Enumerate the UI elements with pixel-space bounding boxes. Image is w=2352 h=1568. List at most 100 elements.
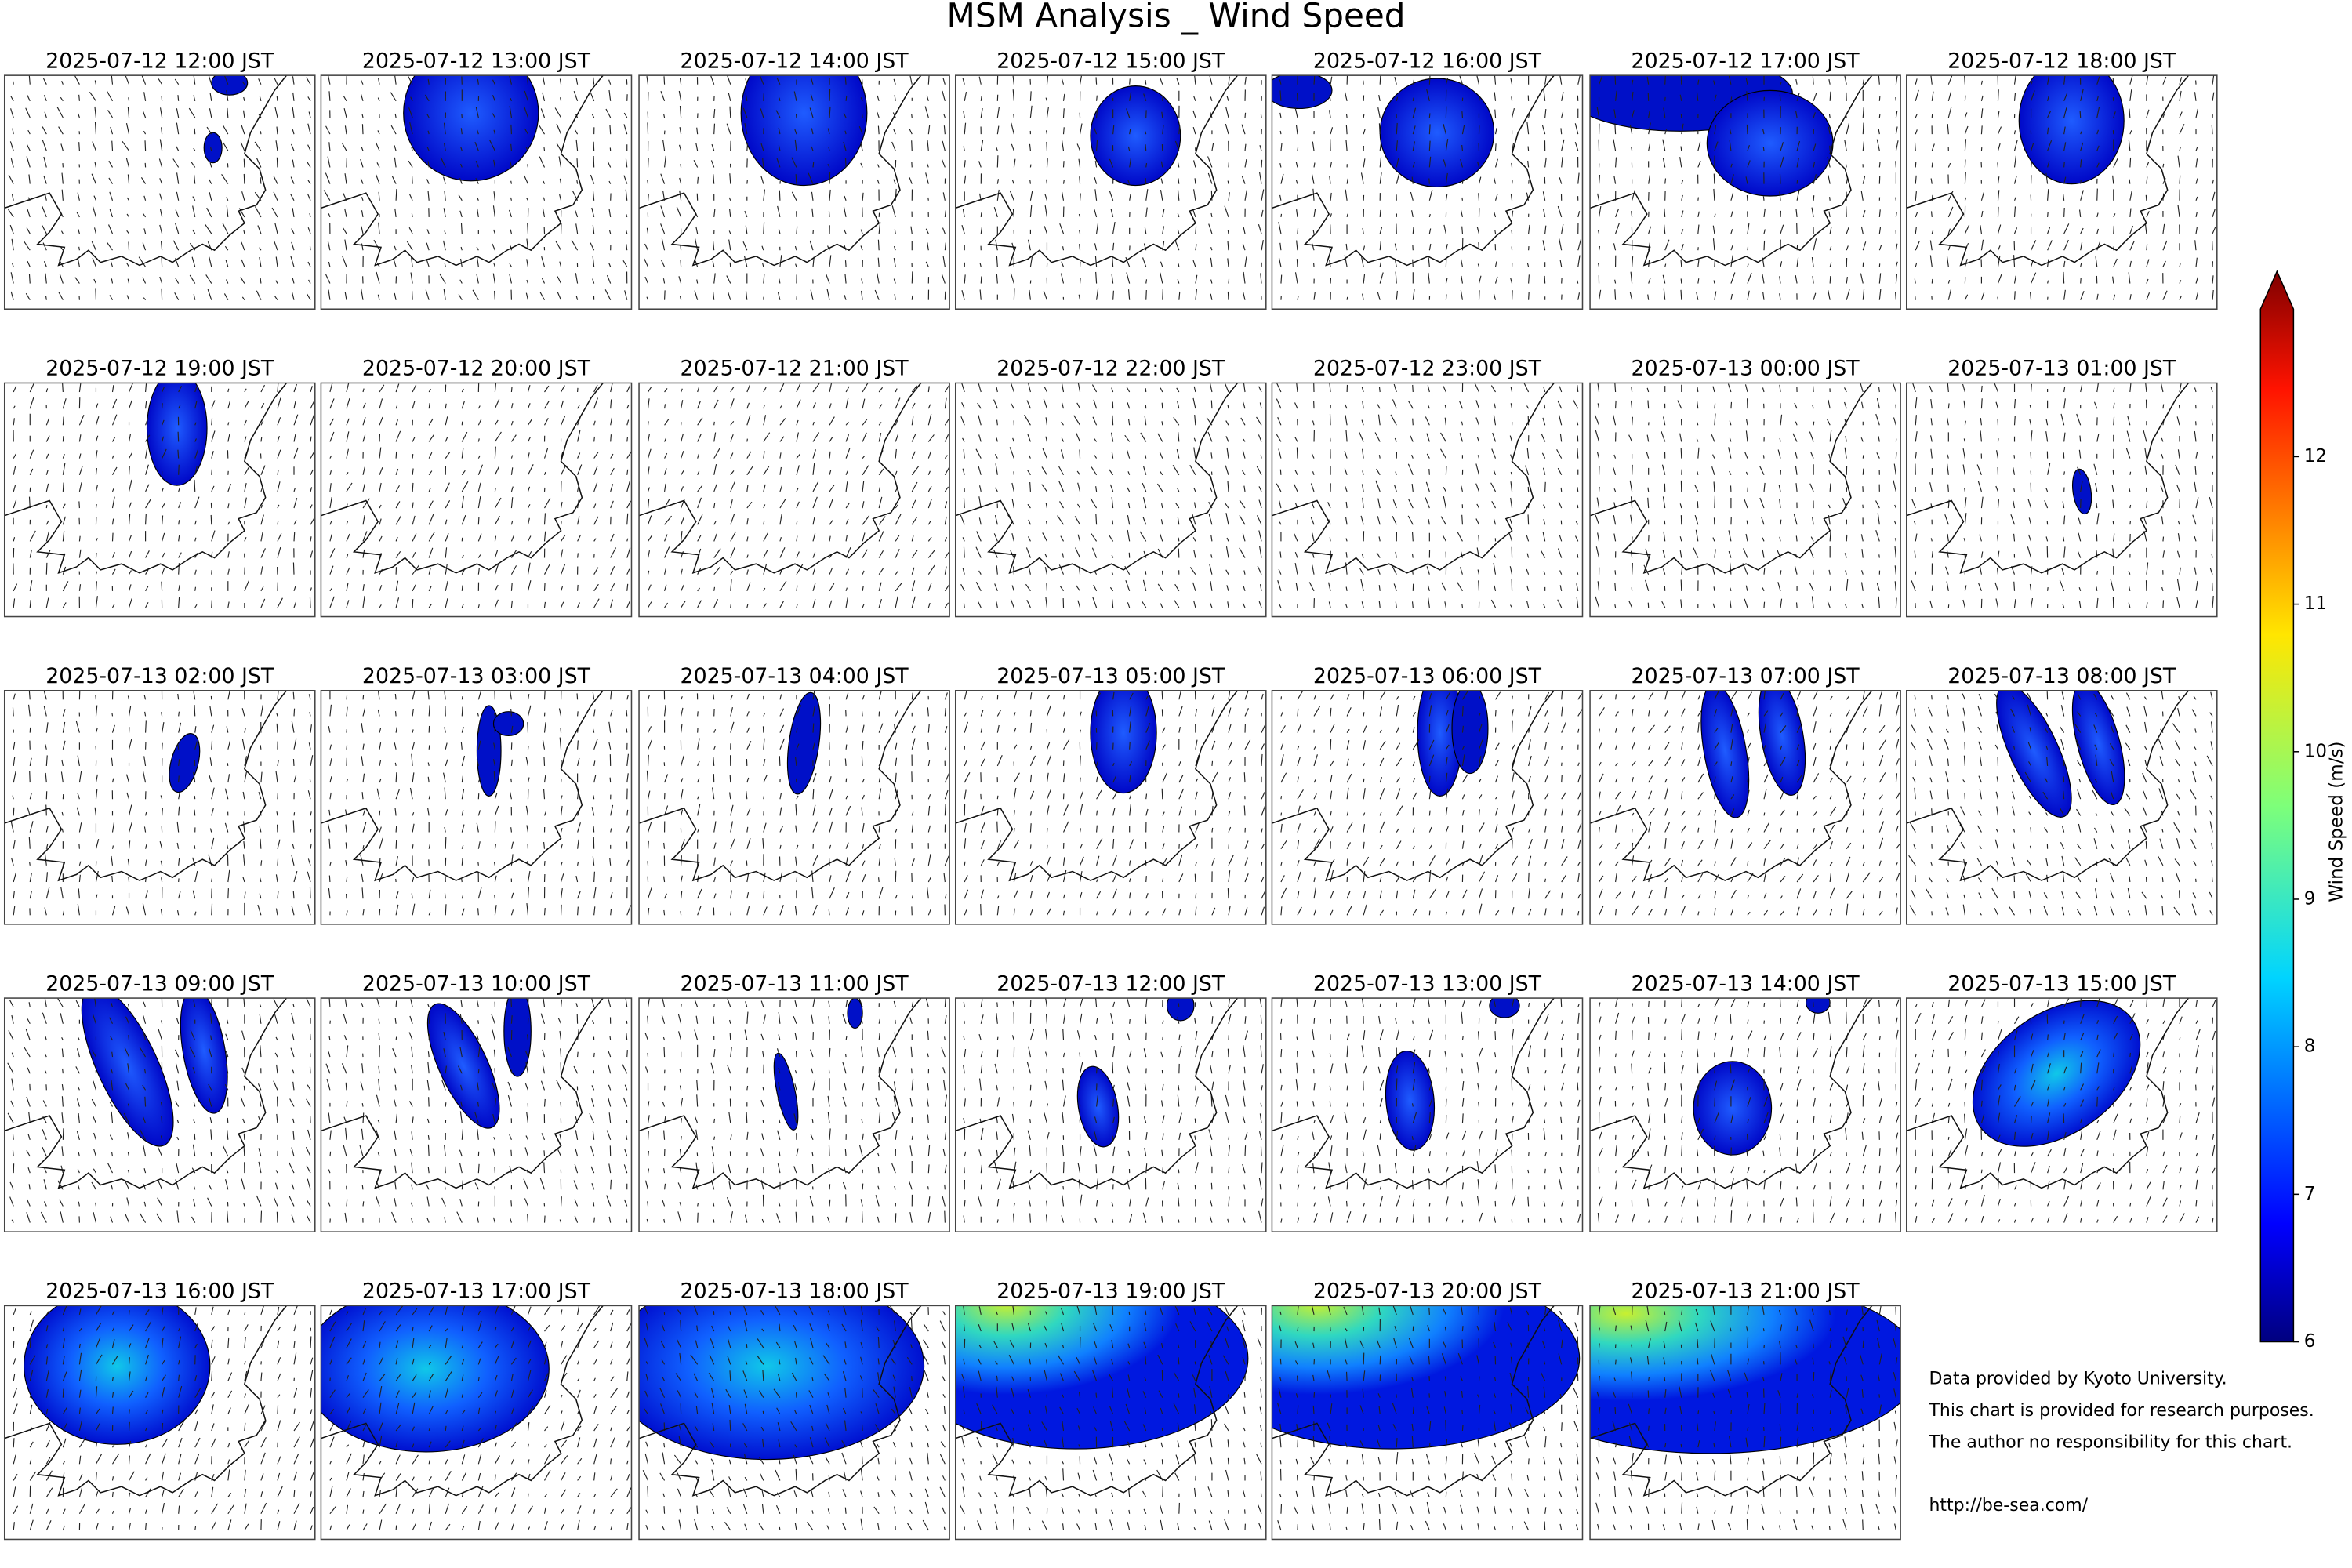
wind-vectors: [329, 1305, 632, 1531]
panel-frame: [3, 74, 316, 310]
coastline: [639, 383, 922, 574]
coastline: [955, 75, 1239, 267]
wind-vectors: [1595, 1305, 1898, 1531]
panel-title: 2025-07-13 18:00 JST: [681, 1279, 909, 1304]
panel-frame: [320, 1305, 633, 1541]
map-panel: [4, 998, 311, 1223]
panel-frame: [1589, 382, 1901, 618]
panel-frame: [320, 382, 633, 618]
wind-vectors: [7, 998, 311, 1223]
wind-vectors: [10, 690, 314, 916]
panel-title: 2025-07-13 07:00 JST: [1632, 664, 1860, 688]
map-panel: [639, 75, 946, 300]
map-panel: [1906, 998, 2216, 1223]
coastline: [639, 690, 922, 882]
wind-area: [1166, 998, 1195, 1022]
coastline: [4, 1305, 288, 1497]
wind-area: [847, 998, 863, 1029]
wind-area: [211, 75, 249, 96]
map-panel: [1590, 998, 1901, 1223]
coastline: [1590, 1305, 1873, 1497]
coastline: [321, 383, 604, 574]
coastline: [1272, 998, 1555, 1189]
wind-vectors: [1276, 1305, 1580, 1531]
map-panel: [955, 1305, 1263, 1531]
panel-title: 2025-07-13 10:00 JST: [362, 971, 591, 996]
coastline: [4, 383, 288, 574]
panel-title: 2025-07-13 09:00 JST: [45, 971, 274, 996]
panel-title: 2025-07-13 05:00 JST: [996, 664, 1225, 688]
wind-area: [740, 75, 868, 187]
panel-title: 2025-07-12 17:00 JST: [1632, 49, 1860, 73]
coastline: [321, 998, 604, 1189]
panel-frame: [954, 997, 1267, 1232]
wind-area: [146, 383, 208, 486]
wind-vectors: [642, 1305, 946, 1531]
coastline: [1906, 75, 2190, 267]
map-panel: [1272, 690, 1583, 916]
panel-title: 2025-07-13 14:00 JST: [1632, 971, 1860, 996]
wind-area: [1758, 690, 1806, 796]
panel-title: 2025-07-12 20:00 JST: [362, 357, 591, 381]
panel-title: 2025-07-13 16:00 JST: [45, 1279, 274, 1304]
coastline: [1906, 998, 2190, 1189]
map-panel: [4, 75, 311, 301]
wind-area: [1076, 1065, 1120, 1148]
panel-title: 2025-07-12 22:00 JST: [996, 357, 1225, 381]
panel-title: 2025-07-12 21:00 JST: [681, 357, 909, 381]
wind-area: [1272, 1305, 1581, 1450]
wind-vectors: [960, 383, 1262, 608]
wind-vectors: [1914, 75, 2216, 300]
map-panel: [1906, 383, 2214, 608]
coastline: [321, 1305, 604, 1497]
panel-title: 2025-07-13 20:00 JST: [1313, 1279, 1542, 1304]
coastline: [639, 1305, 922, 1497]
note: http://be-sea.com/: [1929, 1496, 2088, 1515]
wind-vectors: [323, 75, 628, 300]
panel-title: 2025-07-13 19:00 JST: [996, 1279, 1225, 1304]
coastline: [639, 998, 922, 1189]
note: This chart is provided for research purp…: [1928, 1401, 2314, 1421]
wind-area: [773, 1052, 799, 1131]
colorbar-tick-label: 12: [2304, 446, 2327, 466]
coastline: [1590, 690, 1873, 882]
wind-area: [1489, 998, 1520, 1018]
wind-area: [169, 733, 201, 793]
map-panel: [4, 690, 314, 916]
panel-frame: [1271, 382, 1584, 618]
panel-frame: [1905, 997, 2218, 1232]
wind-vectors: [647, 383, 950, 608]
panel-frame: [1271, 74, 1584, 310]
panel-frame: [954, 382, 1267, 618]
map-panel: [955, 383, 1262, 608]
coastline: [955, 998, 1239, 1189]
panel-title: 2025-07-12 18:00 JST: [1947, 49, 2176, 73]
map-panel: [1590, 75, 1899, 300]
wind-area: [2071, 690, 2125, 805]
colorbar-tick-label: 10: [2304, 741, 2327, 761]
panel-frame: [954, 74, 1267, 310]
coastline: [955, 690, 1239, 882]
wind-area: [81, 998, 174, 1147]
panel-title: 2025-07-13 11:00 JST: [681, 971, 909, 996]
map-panel: [1906, 75, 2216, 300]
coastline: [955, 1305, 1239, 1497]
wind-vectors: [963, 998, 1264, 1223]
map-panel: [955, 75, 1265, 300]
panel-frame: [320, 690, 633, 925]
wind-area: [1972, 1000, 2141, 1147]
panel-frame: [954, 690, 1267, 925]
wind-vectors: [329, 383, 632, 608]
panel-frame: [638, 997, 950, 1232]
wind-area: [786, 691, 822, 795]
panel-title: 2025-07-13 04:00 JST: [681, 664, 909, 688]
map-panel: [321, 998, 628, 1223]
colorbar-tick-label: 9: [2304, 888, 2316, 909]
panel-title: 2025-07-12 15:00 JST: [996, 49, 1225, 73]
panel-title: 2025-07-13 00:00 JST: [1632, 357, 1860, 381]
map-panel: [639, 1305, 946, 1531]
panel-frame: [954, 1305, 1267, 1541]
panel-frame: [1271, 1305, 1584, 1541]
